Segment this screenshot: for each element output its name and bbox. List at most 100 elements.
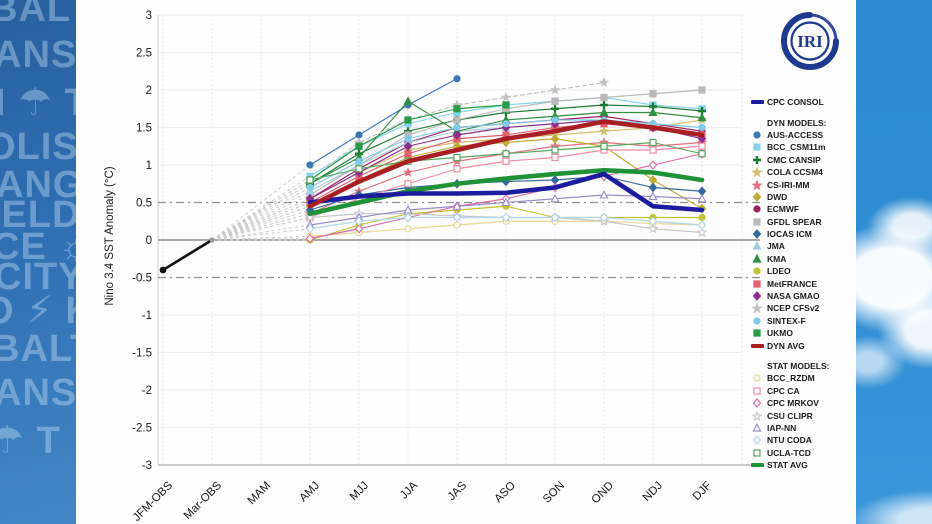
- series-marker-ucla-tcd: [551, 146, 559, 154]
- y-tick-label: -2.5: [132, 423, 152, 435]
- legend-item-ukmo: UKMO: [750, 327, 854, 339]
- y-tick-label: -1.5: [132, 348, 152, 360]
- observed-point: [159, 266, 167, 274]
- series-marker-ldeo: [698, 213, 706, 222]
- series-marker-sintex-f: [502, 120, 510, 128]
- series-marker-cmc-cansip: [649, 102, 657, 111]
- series-marker-ntu-coda: [599, 212, 609, 223]
- legend-item-iap-nn: IAP-NN: [750, 422, 854, 434]
- legend-swatch-cola-ccsm4: [750, 166, 764, 178]
- legend-item-cpc-consol: CPC CONSOL: [750, 96, 854, 108]
- series-marker-cpc-ca: [404, 180, 412, 188]
- legend-label: DWD: [767, 191, 788, 202]
- legend-swatch-kma: [750, 253, 764, 265]
- legend-swatch-ecmwf: [750, 203, 764, 215]
- series-marker-ncep-cfsv2: [500, 92, 512, 102]
- x-tick-label: ASO: [492, 480, 518, 506]
- legend-label: DYN AVG: [767, 340, 805, 351]
- y-tick-label: 1.5: [136, 123, 152, 135]
- series-marker-ukmo: [404, 116, 412, 124]
- iri-logo-inner-ring: [790, 21, 830, 61]
- series-marker-cpc-mrkov: [305, 233, 315, 244]
- series-marker-ucla-tcd: [355, 165, 363, 173]
- series-marker-cpc-ca: [453, 165, 461, 173]
- series-marker-cola-ccsm4: [598, 125, 610, 136]
- y-tick-label: -3: [142, 460, 152, 472]
- fan-line: [211, 217, 311, 241]
- wall-text-fragment: ANS: [0, 372, 76, 414]
- series-marker-sintex-f: [355, 157, 363, 165]
- wall-text-fragment: CITY: [0, 256, 76, 298]
- series-marker-bcc-rzdm: [453, 221, 461, 229]
- legend-label: STAT AVG: [767, 460, 808, 471]
- x-tick-label: DJF: [691, 480, 714, 503]
- legend-item-bcc-rzdm: BCC_RZDM: [750, 372, 854, 384]
- iri-logo-text: IRI: [797, 32, 823, 51]
- wall-text-fragment: BALT: [0, 0, 76, 30]
- legend-item-bcc-csm11m: BCC_CSM11m: [750, 141, 854, 153]
- legend-label: NASA GMAO: [767, 291, 820, 302]
- legend-swatch-stat-avg: [750, 463, 764, 468]
- wall-text-fragment: ANS: [0, 34, 76, 76]
- legend-item-ncep-cfsv2: NCEP CFSv2: [750, 302, 854, 314]
- series-marker-ntu-coda: [305, 223, 315, 234]
- legend-swatch-iocas-icm: [750, 228, 764, 240]
- legend-item-ucla-tcd: UCLA-TCD: [750, 447, 854, 459]
- legend-swatch-ldeo: [750, 265, 764, 277]
- series-marker-nasa-gmao: [403, 141, 413, 152]
- legend-swatch-dwd: [750, 191, 764, 203]
- legend-swatch-ukmo: [750, 327, 764, 339]
- legend-label: CSU CLIPR: [767, 410, 813, 421]
- x-tick-label: SON: [541, 480, 567, 506]
- legend-label: NCEP CFSv2: [767, 303, 820, 314]
- series-marker-ntu-coda: [550, 212, 560, 223]
- fan-line: [211, 238, 311, 241]
- legend-swatch-bcc-csm11m: [750, 141, 764, 153]
- y-tick-label: -2: [142, 385, 152, 397]
- legend-swatch-cpc-mrkov: [750, 397, 764, 409]
- legend-item-csu-clipr: CSU CLIPR: [750, 409, 854, 421]
- series-marker-aus-access: [306, 161, 314, 169]
- legend-swatch-nasa-gmao: [750, 290, 764, 302]
- legend-item-jma: JMA: [750, 240, 854, 252]
- series-marker-ntu-coda: [354, 216, 364, 227]
- series-marker-kma: [697, 112, 707, 122]
- legend-swatch-cmc-cansip: [750, 154, 764, 166]
- fan-line: [211, 213, 311, 241]
- series-marker-csu-clipr: [647, 223, 659, 234]
- y-tick-label: 2.5: [136, 48, 152, 60]
- legend-swatch-metfrance: [750, 278, 764, 290]
- legend-label: MetFRANCE: [767, 278, 818, 289]
- series-marker-ucla-tcd: [306, 176, 314, 184]
- studio-wall-background: BALTANSN ☂ TOLIS ✦ANGIELDCE ☼CITYO ⚡ KBA…: [0, 0, 76, 524]
- series-marker-gfdl-spear: [453, 116, 461, 124]
- series-marker-cmc-cansip: [600, 101, 608, 109]
- legend-swatch-cpc-consol: [750, 100, 764, 105]
- fan-line: [211, 175, 311, 241]
- wall-text-fragment: ☂ T: [0, 420, 61, 462]
- y-tick-label: -0.5: [132, 273, 152, 285]
- legend-swatch-gfdl-spear: [750, 216, 764, 228]
- series-line-aus-access: [309, 78, 458, 166]
- legend-swatch-cpc-ca: [750, 385, 764, 397]
- legend-group-header: DYN MODELS:: [767, 117, 827, 128]
- x-tick-label: JAS: [446, 479, 470, 503]
- series-marker-iocas-icm: [648, 182, 658, 193]
- chart-panel: Nino 3.4 SST Anomaly (°C) 3 2.5 2 1.5 1 0.5 0 -…: [76, 0, 856, 524]
- legend-group-header: STAT MODELS:: [767, 361, 830, 371]
- series-marker-cpc-mrkov: [648, 160, 658, 170]
- legend-item-cmc-cansip: CMC CANSIP: [750, 154, 854, 166]
- legend-item-iocas-icm: IOCAS ICM: [750, 228, 854, 240]
- fan-line: [211, 235, 311, 241]
- series-marker-ukmo: [355, 142, 363, 150]
- wall-text-fragment: O ⚡ K: [0, 290, 76, 332]
- legend-item-metfrance: MetFRANCE: [750, 277, 854, 289]
- series-marker-sintex-f: [698, 123, 706, 132]
- series-marker-ntu-coda: [403, 212, 413, 223]
- series-marker-cpc-ca: [649, 146, 657, 154]
- legend-label: SINTEX-F: [767, 315, 806, 326]
- x-tick-label: JFM-OBS: [131, 479, 175, 523]
- series-marker-cpc-ca: [698, 142, 706, 150]
- legend-label: CPC CA: [767, 385, 800, 396]
